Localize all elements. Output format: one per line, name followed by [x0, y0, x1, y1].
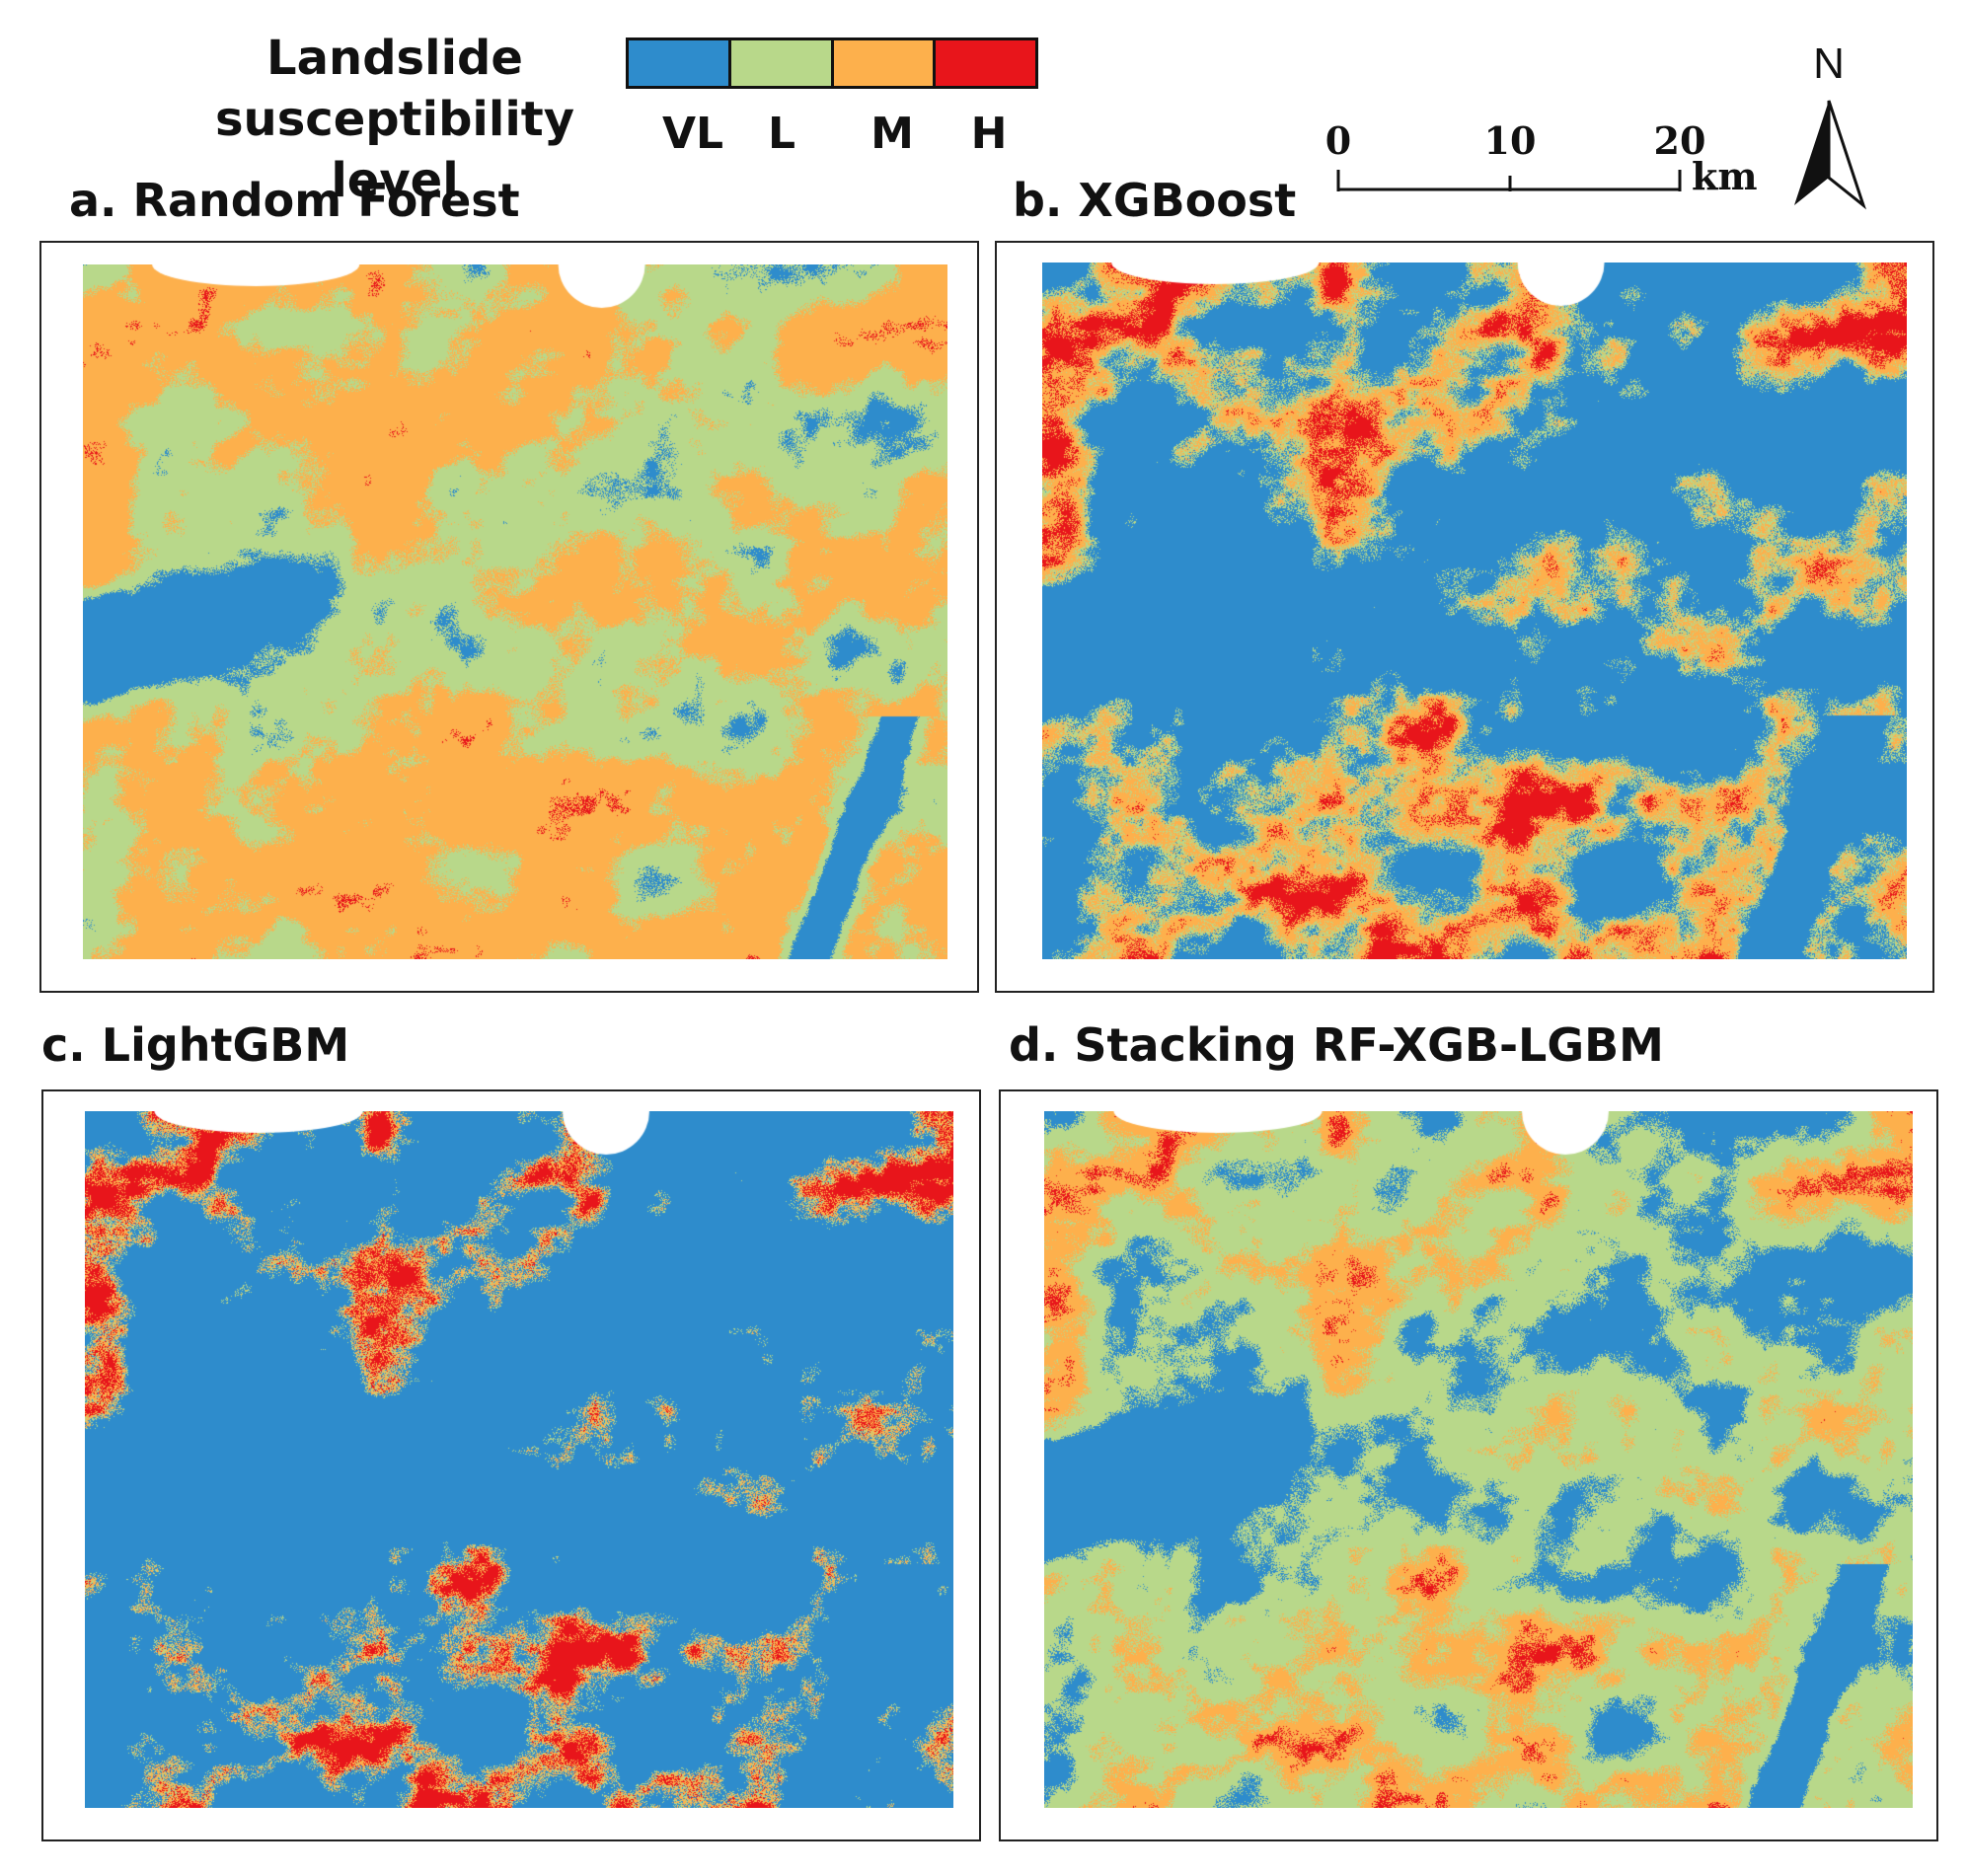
north-letter: N [1813, 39, 1845, 88]
panel-c-map [85, 1111, 953, 1808]
panel-d-map [1044, 1111, 1913, 1808]
legend-label-vl: VL [661, 109, 724, 159]
scale-bar-line [1336, 170, 1682, 191]
scale-tick-0: 0 [1324, 118, 1352, 163]
legend-label-m: M [870, 109, 914, 159]
panel-d-frame [999, 1089, 1938, 1841]
panel-c-frame [41, 1089, 981, 1841]
scale-bar: 0 10 20 km [1323, 118, 1777, 217]
legend-swatch-m [833, 40, 937, 86]
scale-tick-10: 10 [1483, 118, 1537, 163]
panel-d-title: d. Stacking RF-XGB-LGBM [1009, 1018, 1664, 1072]
legend-title: Landslide susceptibility level [188, 28, 602, 211]
susceptibility-raster [1044, 1111, 1913, 1808]
panel-a-frame [39, 241, 979, 993]
scale-unit: km [1692, 154, 1758, 198]
legend-label-l: L [767, 109, 796, 159]
panel-a-map [83, 264, 947, 959]
legend-swatch-h [936, 40, 1035, 86]
legend-color-bar [626, 38, 1038, 89]
panel-b-map [1042, 263, 1907, 959]
panel-c-title: c. LightGBM [41, 1018, 350, 1072]
susceptibility-raster [85, 1111, 953, 1808]
north-arrow: N [1784, 39, 1873, 217]
panel-b-frame [995, 241, 1934, 993]
legend-title-line2: susceptibility level [214, 92, 575, 208]
scale-tick-20: 20 [1653, 118, 1706, 163]
legend-label-h: H [970, 109, 1008, 159]
legend-swatch-l [730, 40, 834, 86]
panel-b-title: b. XGBoost [1013, 174, 1297, 227]
north-arrow-icon [1794, 100, 1867, 210]
legend-swatch-vl [629, 40, 731, 86]
panel-a-title: a. Random Forest [69, 174, 520, 227]
legend-title-line1: Landslide [266, 31, 523, 86]
susceptibility-raster [83, 264, 947, 959]
susceptibility-raster [1042, 263, 1907, 959]
